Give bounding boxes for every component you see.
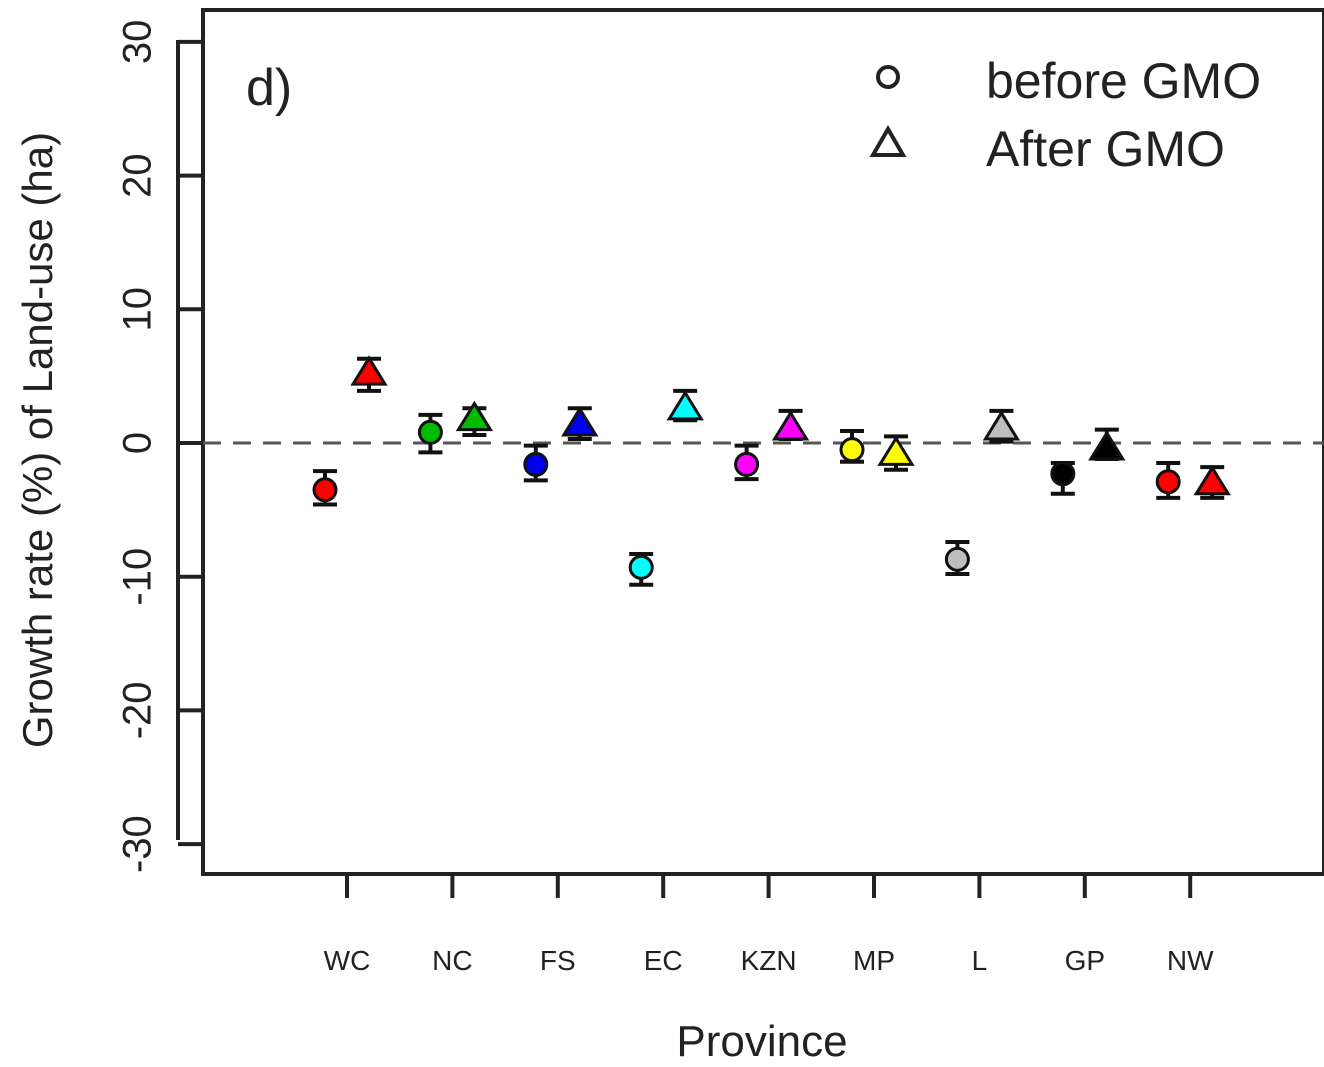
y-tick-label: 0 xyxy=(116,432,160,454)
y-axis-ticks: -30 -20 -10 0 10 20 30 xyxy=(116,20,204,873)
legend-circle-marker xyxy=(876,65,900,89)
point-before-gmo xyxy=(312,477,338,503)
y-tick-label: 20 xyxy=(116,153,160,198)
point-before-gmo xyxy=(1155,469,1181,495)
y-tick-label: 30 xyxy=(116,20,160,65)
y-tick-label: -30 xyxy=(116,815,160,873)
x-tick-label: FS xyxy=(540,945,576,976)
data-points xyxy=(312,355,1231,580)
x-tick-label: KZN xyxy=(741,945,797,976)
point-before-gmo xyxy=(628,554,654,580)
y-tick-label: -10 xyxy=(116,548,160,606)
legend-label-after: After GMO xyxy=(986,121,1225,177)
point-before-gmo xyxy=(1050,461,1076,487)
point-before-gmo xyxy=(734,451,760,477)
point-after-gmo xyxy=(771,410,810,441)
point-after-gmo xyxy=(350,355,388,386)
x-tick-label: MP xyxy=(853,945,895,976)
x-axis-ticks: WC NC FS EC KZN MP L GP NW xyxy=(324,876,1214,976)
point-before-gmo xyxy=(417,419,443,445)
error-bars xyxy=(313,356,1225,587)
x-axis-label: Province xyxy=(676,1017,848,1066)
point-before-gmo xyxy=(839,437,865,463)
point-after-gmo xyxy=(666,390,704,421)
x-tick-label: NC xyxy=(432,945,472,976)
legend-label-before: before GMO xyxy=(986,53,1262,109)
x-tick-label: EC xyxy=(644,945,683,976)
point-after-gmo xyxy=(1193,464,1231,496)
y-tick-label: 10 xyxy=(116,287,160,332)
x-tick-label: L xyxy=(972,945,988,976)
x-tick-label: GP xyxy=(1065,945,1105,976)
x-tick-label: NW xyxy=(1167,945,1214,976)
y-axis-label: Growth rate (%) of Land-use (ha) xyxy=(14,131,61,749)
point-before-gmo xyxy=(944,546,970,572)
point-after-gmo xyxy=(1088,430,1126,461)
point-after-gmo xyxy=(982,410,1021,441)
point-after-gmo xyxy=(561,406,599,437)
y-tick-label: -20 xyxy=(116,681,160,739)
point-before-gmo xyxy=(523,451,549,477)
point-after-gmo xyxy=(455,400,494,432)
x-tick-label: WC xyxy=(324,945,371,976)
panel-label: d) xyxy=(246,59,293,117)
legend-triangle-marker xyxy=(869,124,907,157)
point-after-gmo xyxy=(877,435,915,466)
